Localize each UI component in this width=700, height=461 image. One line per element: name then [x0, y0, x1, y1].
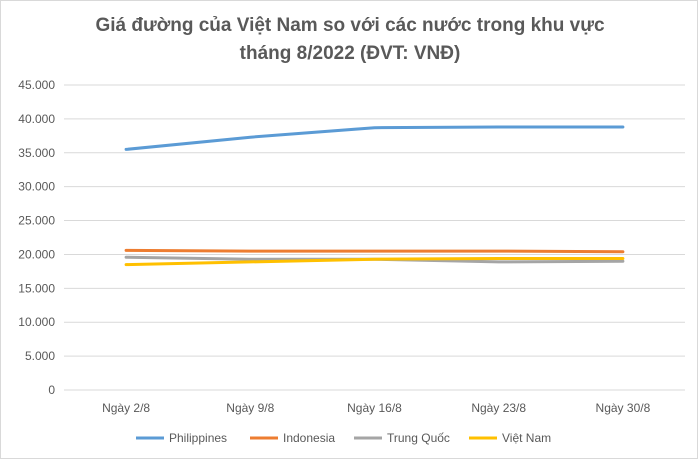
- series-lines: [124, 125, 625, 267]
- series-line-3: [124, 257, 625, 267]
- legend-label: Việt Nam: [502, 431, 551, 445]
- x-tick-label: Ngày 23/8: [471, 401, 526, 415]
- y-tick-label: 30.000: [18, 180, 55, 194]
- y-tick-label: 5.000: [25, 349, 55, 363]
- chart-title-line-1: Giá đường của Việt Nam so với các nước t…: [95, 15, 605, 36]
- series-line-0: [124, 125, 625, 151]
- y-tick-label: 10.000: [18, 315, 55, 329]
- x-tick-label: Ngày 16/8: [347, 401, 402, 415]
- legend-label: Trung Quốc: [387, 431, 450, 445]
- y-tick-label: 40.000: [18, 112, 55, 126]
- legend-entry: Philippines: [136, 431, 227, 445]
- chart-title-line-2: tháng 8/2022 (ĐVT: VNĐ): [240, 43, 461, 64]
- x-tick-label: Ngày 9/8: [226, 401, 274, 415]
- y-tick-label: 25.000: [18, 214, 55, 228]
- x-axis-tick-labels: Ngày 2/8 Ngày 9/8 Ngày 16/8 Ngày 23/8 Ngày 3…: [102, 401, 650, 415]
- x-tick-label: Ngày 2/8: [102, 401, 150, 415]
- chart-title: Giá đường của Việt Nam so với các nước t…: [95, 15, 605, 64]
- legend-entry: Indonesia: [250, 431, 335, 445]
- legend-label: Indonesia: [283, 431, 335, 445]
- y-tick-label: 15.000: [18, 281, 55, 295]
- legend-entry: Việt Nam: [469, 431, 551, 445]
- y-tick-label: 35.000: [18, 146, 55, 160]
- series-line-1: [124, 248, 625, 254]
- y-tick-label: 45.000: [18, 78, 55, 92]
- y-tick-label: 20.000: [18, 247, 55, 261]
- y-tick-label: 0: [48, 383, 55, 397]
- gridlines: [64, 84, 685, 391]
- y-axis-tick-labels: 0 5.000 10.000 15.000 20.000 25.000 30.000 35.0…: [18, 78, 55, 397]
- legend-label: Philippines: [169, 431, 227, 445]
- legend-entry: Trung Quốc: [354, 431, 450, 445]
- x-tick-label: Ngày 30/8: [596, 401, 651, 415]
- legend: Philippines Indonesia Trung Quốc Việt Nam: [136, 431, 551, 445]
